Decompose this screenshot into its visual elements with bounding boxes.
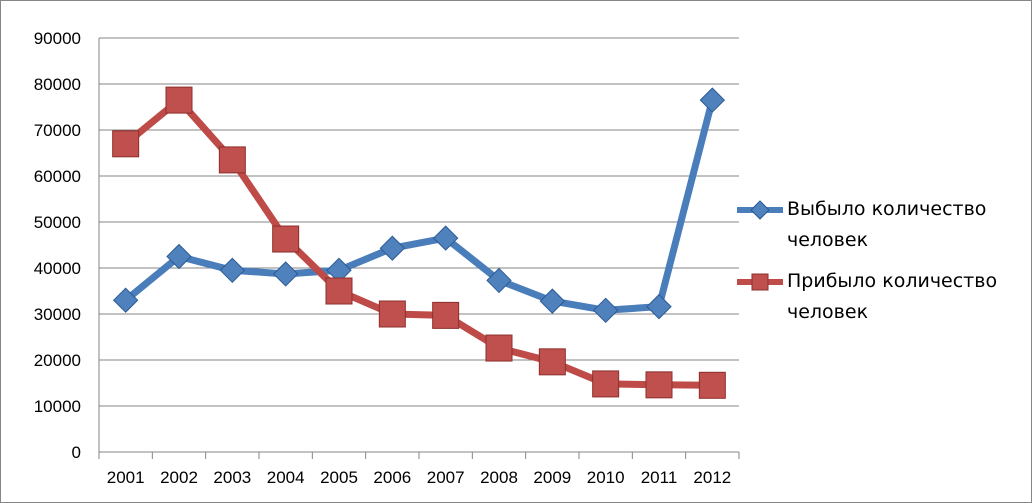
data-point-diamond	[539, 288, 566, 314]
data-point-diamond	[699, 87, 726, 113]
data-point-square	[325, 277, 353, 305]
data-point-diamond	[592, 297, 619, 324]
x-tick-label: 2010	[587, 468, 625, 487]
data-point-square	[538, 348, 566, 376]
x-tick-label: 2002	[160, 468, 198, 487]
y-tick-label: 70000	[34, 121, 81, 140]
data-point-square	[645, 371, 673, 399]
data-point-diamond	[486, 267, 512, 294]
y-tick-label: 40000	[34, 259, 81, 278]
data-point-square	[112, 130, 140, 158]
x-tick-label: 2001	[107, 468, 145, 487]
data-point-diamond	[219, 257, 246, 284]
x-tick-label: 2011	[641, 468, 678, 487]
data-point-square	[592, 370, 620, 398]
data-point-diamond	[112, 287, 139, 313]
y-tick-label: 60000	[34, 167, 81, 186]
legend-item-1: Прибыло количество человек	[737, 266, 1027, 328]
data-point-diamond	[272, 261, 299, 287]
x-tick-label: 2009	[533, 468, 571, 487]
legend-swatch-square-icon	[737, 273, 783, 291]
x-tick-label: 2007	[427, 468, 465, 487]
x-tick-label: 2006	[373, 468, 411, 487]
data-point-square	[698, 371, 726, 399]
data-point-square	[218, 146, 246, 174]
x-tick-label: 2012	[693, 468, 731, 487]
data-point-diamond	[379, 235, 406, 261]
y-tick-label: 0	[72, 443, 81, 462]
y-tick-label: 80000	[34, 75, 81, 94]
data-point-diamond	[646, 293, 672, 320]
legend-label: Прибыло количество человек	[787, 270, 998, 323]
data-point-square	[378, 300, 406, 328]
y-tick-label: 20000	[34, 351, 81, 370]
y-tick-label: 10000	[34, 397, 81, 416]
legend-swatch-diamond-icon	[737, 200, 783, 220]
y-tick-label: 90000	[34, 29, 81, 48]
x-tick-label: 2004	[267, 468, 305, 487]
data-point-square	[485, 334, 513, 362]
y-tick-label: 50000	[34, 213, 81, 232]
data-point-square	[272, 225, 300, 253]
legend-item-0: Выбыло количество человек	[737, 194, 1027, 256]
data-point-square	[165, 86, 193, 114]
data-point-square	[432, 301, 460, 329]
data-point-diamond	[166, 243, 192, 270]
series-line-0	[122, 96, 716, 314]
x-tick-label: 2003	[213, 468, 251, 487]
y-tick-label: 30000	[34, 305, 81, 324]
data-point-diamond	[432, 225, 459, 251]
x-tick-label: 2008	[480, 468, 518, 487]
x-tick-label: 2005	[320, 468, 358, 487]
legend: Выбыло количество человек Прибыло количе…	[737, 194, 1027, 338]
legend-label: Выбыло количество человек	[787, 198, 987, 251]
